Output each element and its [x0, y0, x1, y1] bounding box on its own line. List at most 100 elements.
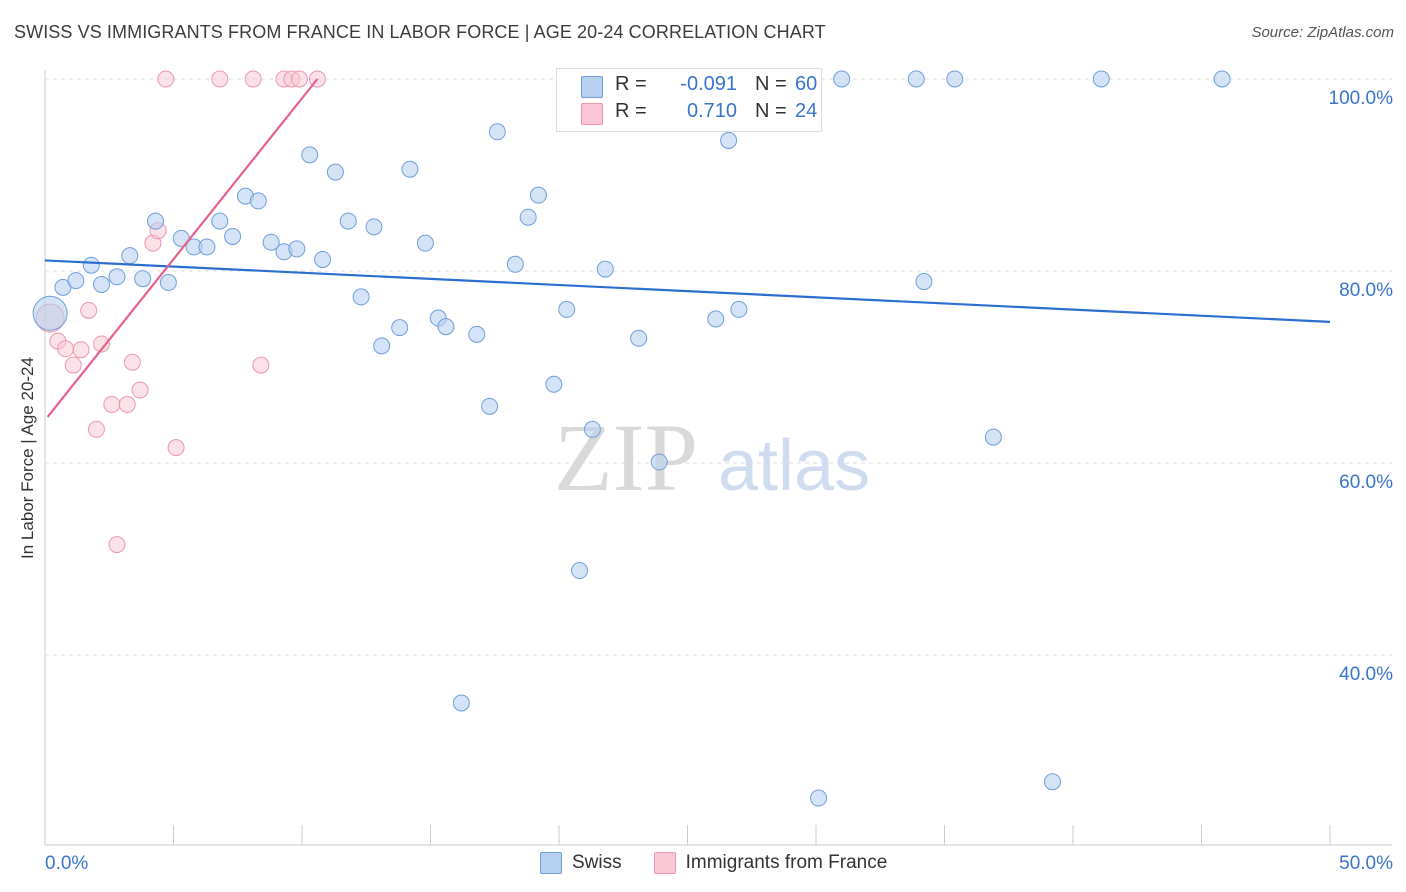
- swiss-legend-label: Swiss: [572, 852, 622, 873]
- swiss-point: [915, 273, 933, 291]
- r-label: R =: [615, 100, 647, 122]
- swiss-point: [339, 212, 357, 230]
- swiss-point: [134, 270, 152, 288]
- swiss-legend-swatch: [540, 852, 562, 874]
- france-point: [57, 340, 75, 358]
- france-point: [118, 395, 136, 413]
- france-trend-line: [46, 78, 319, 418]
- r-value: 0.710: [681, 100, 737, 122]
- swiss-point: [108, 268, 126, 286]
- swiss-point: [352, 288, 370, 306]
- swiss-point: [529, 186, 547, 204]
- n-label: N =: [755, 73, 787, 95]
- swiss-point: [468, 325, 486, 343]
- swiss-point: [211, 212, 229, 230]
- swiss-point: [545, 375, 563, 393]
- chart-title: SWISS VS IMMIGRANTS FROM FRANCE IN LABOR…: [14, 22, 826, 42]
- swiss-point: [373, 337, 391, 355]
- swiss-point: [630, 329, 648, 347]
- france-point: [108, 536, 126, 554]
- swiss-point: [720, 131, 738, 149]
- france-swatch: [581, 103, 603, 125]
- swiss-point: [1092, 70, 1110, 88]
- france-point: [167, 439, 185, 457]
- swiss-point: [571, 562, 589, 580]
- swiss-point: [907, 70, 925, 88]
- france-legend-label: Immigrants from France: [685, 852, 888, 873]
- swiss-point: [481, 397, 499, 415]
- france-point: [157, 70, 175, 88]
- france-legend-swatch: [653, 852, 676, 874]
- swiss-point: [1043, 773, 1061, 791]
- swiss-point: [301, 146, 319, 164]
- axes: [44, 70, 1392, 846]
- france-point: [290, 70, 308, 88]
- swiss-point: [288, 240, 306, 258]
- legend-item-swiss[interactable]: Swiss: [540, 852, 622, 874]
- watermark-zip: ZIP: [554, 404, 698, 511]
- y-tick-label: 100.0%: [1329, 88, 1394, 109]
- n-value: 24: [795, 100, 818, 122]
- swiss-point: [650, 453, 668, 471]
- swiss-point: [32, 295, 68, 331]
- swiss-point: [488, 123, 506, 141]
- swiss-point: [147, 212, 165, 230]
- swiss-point: [707, 310, 725, 328]
- correlation-legend: R = -0.091 N = 60 R = 0.710 N = 24: [556, 68, 822, 132]
- swiss-point: [159, 274, 177, 292]
- y-tick-label: 40.0%: [1339, 664, 1393, 685]
- swiss-swatch: [581, 76, 603, 98]
- swiss-point: [314, 250, 332, 268]
- series-legend: Swiss Immigrants from France: [540, 852, 919, 874]
- france-point: [93, 335, 111, 353]
- swiss-point: [249, 192, 267, 210]
- france-point: [244, 70, 262, 88]
- swiss-point: [326, 163, 344, 181]
- y-tick-label: 80.0%: [1339, 280, 1393, 301]
- france-point: [87, 420, 105, 438]
- legend-france-stats: R = 0.710 N = 24: [615, 100, 817, 123]
- legend-swiss-stats: R = -0.091 N = 60: [615, 73, 817, 96]
- swiss-point: [452, 694, 470, 712]
- swiss-point: [416, 234, 434, 252]
- swiss-point: [391, 319, 409, 337]
- swiss-point: [198, 238, 216, 256]
- swiss-point: [82, 256, 100, 274]
- france-point: [103, 395, 121, 413]
- swiss-point: [67, 272, 85, 290]
- trend-lines: [44, 78, 1331, 418]
- swiss-point: [437, 318, 455, 336]
- france-point: [252, 356, 270, 374]
- swiss-point: [224, 227, 242, 245]
- swiss-trend-line: [44, 259, 1331, 323]
- france-point: [72, 341, 90, 359]
- n-label: N =: [755, 100, 787, 122]
- swiss-point: [401, 160, 419, 178]
- r-value: -0.091: [680, 73, 737, 95]
- swiss-point: [262, 233, 280, 251]
- france-point: [64, 356, 82, 374]
- france-point: [211, 70, 229, 88]
- swiss-point: [583, 420, 601, 438]
- swiss-point: [730, 300, 748, 318]
- swiss-point: [1213, 70, 1231, 88]
- swiss-point: [121, 247, 139, 265]
- x-tick-label: 50.0%: [1339, 853, 1393, 874]
- source-credit: Source: ZipAtlas.com: [1251, 24, 1394, 41]
- swiss-point: [506, 255, 524, 273]
- legend-item-france[interactable]: Immigrants from France: [653, 852, 888, 874]
- tick-labels: 100.0% 80.0% 60.0% 40.0% 0.0% 50.0%: [45, 88, 1393, 874]
- swiss-point: [519, 208, 537, 226]
- x-tick-label: 0.0%: [45, 853, 88, 874]
- watermark: ZIP atlas: [554, 404, 870, 511]
- france-point: [131, 381, 149, 399]
- y-tick-label: 60.0%: [1339, 472, 1393, 493]
- swiss-point: [810, 789, 828, 807]
- france-points: [35, 70, 326, 554]
- france-point: [123, 353, 141, 371]
- watermark-atlas: atlas: [718, 426, 870, 506]
- swiss-point: [984, 428, 1002, 446]
- n-value: 60: [795, 73, 818, 95]
- swiss-point: [596, 260, 614, 278]
